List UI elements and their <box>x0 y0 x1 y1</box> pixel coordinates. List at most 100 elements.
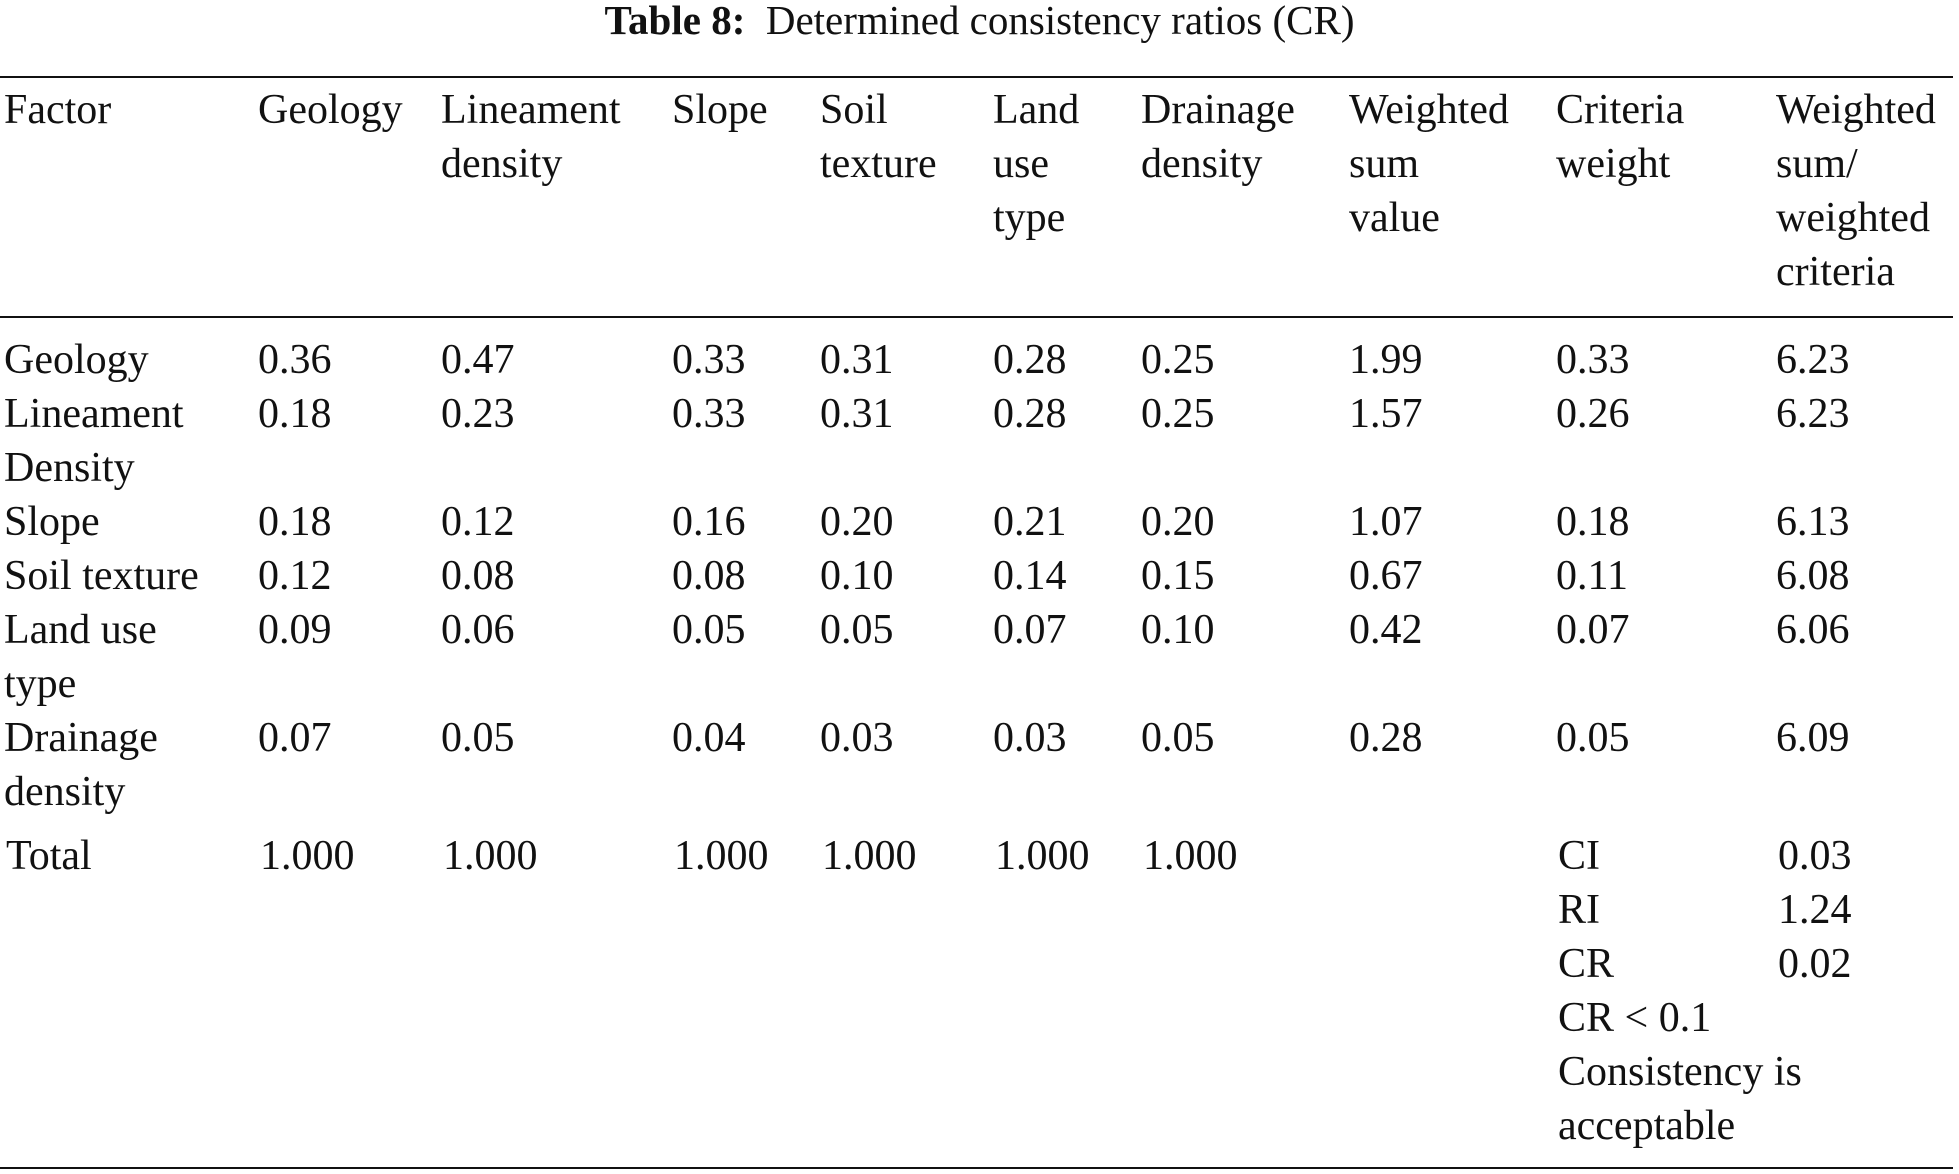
table-cell: 0.09 <box>258 607 332 653</box>
row-factor-label: density <box>4 769 126 815</box>
table-cell: 0.36 <box>258 337 332 383</box>
table-cell: 0.18 <box>258 499 332 545</box>
column-header: Lineament <box>441 87 621 133</box>
table-cell: 0.11 <box>1556 553 1628 599</box>
column-header: Drainage <box>1141 87 1295 133</box>
table-cell: 0.05 <box>820 607 894 653</box>
table-cell: 0.05 <box>441 715 515 761</box>
table-cell: 0.07 <box>993 607 1067 653</box>
table-caption-label: Table 8: <box>604 0 746 43</box>
table-cell: 0.26 <box>1556 391 1630 437</box>
column-header: type <box>993 195 1066 241</box>
total-value: 1.000 <box>260 833 355 879</box>
column-header: Geology <box>258 87 403 133</box>
row-factor-label: Soil texture <box>4 553 199 599</box>
table-header-rule <box>0 316 1953 318</box>
table-cell: 0.28 <box>993 337 1067 383</box>
table-cell: 0.25 <box>1141 337 1215 383</box>
table-cell: 0.08 <box>441 553 515 599</box>
column-header: sum/ <box>1776 141 1858 187</box>
table-caption: Table 8: Determined consistency ratios (… <box>0 0 1959 42</box>
table-cell: 0.07 <box>1556 607 1630 653</box>
table-cell: 1.07 <box>1349 499 1423 545</box>
summary-value: 0.02 <box>1778 941 1852 987</box>
column-header: density <box>1141 141 1263 187</box>
row-factor-label: Slope <box>4 499 100 545</box>
table-cell: 0.15 <box>1141 553 1215 599</box>
table-cell: 0.03 <box>993 715 1067 761</box>
total-value: 1.000 <box>822 833 917 879</box>
summary-label: RI <box>1558 887 1600 933</box>
table-cell: 0.31 <box>820 337 894 383</box>
table-cell: 0.25 <box>1141 391 1215 437</box>
column-header: Slope <box>672 87 768 133</box>
column-header: weight <box>1556 141 1671 187</box>
table-cell: 0.04 <box>672 715 746 761</box>
table-cell: 0.05 <box>1556 715 1630 761</box>
table-cell: 0.06 <box>441 607 515 653</box>
table-cell: 0.18 <box>258 391 332 437</box>
row-factor-label: Land use <box>4 607 157 653</box>
total-value: 1.000 <box>995 833 1090 879</box>
column-header: Factor <box>4 87 112 133</box>
table-cell: 0.12 <box>258 553 332 599</box>
summary-label: CI <box>1558 833 1600 879</box>
table-bottom-rule <box>0 1167 1953 1169</box>
consistency-conclusion: Consistency is <box>1558 1049 1802 1095</box>
row-factor-label: Density <box>4 445 135 491</box>
table-cell: 0.67 <box>1349 553 1423 599</box>
table-cell: 0.20 <box>1141 499 1215 545</box>
total-value: 1.000 <box>1143 833 1238 879</box>
table-cell: 0.31 <box>820 391 894 437</box>
table-cell: 0.08 <box>672 553 746 599</box>
row-factor-label: Drainage <box>4 715 158 761</box>
row-factor-label: type <box>4 661 77 707</box>
table-cell: 6.13 <box>1776 499 1850 545</box>
column-header: Weighted <box>1776 87 1936 133</box>
summary-value: 1.24 <box>1778 887 1852 933</box>
table-cell: 6.23 <box>1776 391 1850 437</box>
table-cell: 0.21 <box>993 499 1067 545</box>
table-cell: 1.99 <box>1349 337 1423 383</box>
column-header: value <box>1349 195 1440 241</box>
row-factor-label: Lineament <box>4 391 184 437</box>
column-header: use <box>993 141 1049 187</box>
table-cell: 0.16 <box>672 499 746 545</box>
table-cell: 0.23 <box>441 391 515 437</box>
column-header: density <box>441 141 563 187</box>
table-cell: 0.14 <box>993 553 1067 599</box>
table-cell: 0.20 <box>820 499 894 545</box>
column-header: Criteria <box>1556 87 1685 133</box>
table-cell: 0.07 <box>258 715 332 761</box>
table-cell: 0.28 <box>1349 715 1423 761</box>
row-factor-label: Geology <box>4 337 149 383</box>
table-cell: 0.33 <box>1556 337 1630 383</box>
table-cell: 6.23 <box>1776 337 1850 383</box>
table-cell: 0.18 <box>1556 499 1630 545</box>
table-cell: 0.05 <box>672 607 746 653</box>
table-cell: 0.33 <box>672 391 746 437</box>
table-cell: 0.10 <box>1141 607 1215 653</box>
table-cell: 6.06 <box>1776 607 1850 653</box>
total-value: 1.000 <box>674 833 769 879</box>
table-cell: 6.09 <box>1776 715 1850 761</box>
table-cell: 1.57 <box>1349 391 1423 437</box>
table-cell: 6.08 <box>1776 553 1850 599</box>
table-cell: 0.33 <box>672 337 746 383</box>
table-cell: 0.03 <box>820 715 894 761</box>
table-cell: 0.10 <box>820 553 894 599</box>
table-cell: 0.28 <box>993 391 1067 437</box>
column-header: texture <box>820 141 937 187</box>
consistency-conclusion: CR < 0.1 <box>1558 995 1712 1041</box>
total-label: Total <box>6 833 92 879</box>
column-header: criteria <box>1776 249 1895 295</box>
column-header: Land <box>993 87 1080 133</box>
column-header: weighted <box>1776 195 1930 241</box>
table-top-rule <box>0 76 1953 78</box>
table-cell: 0.47 <box>441 337 515 383</box>
column-header: Weighted <box>1349 87 1509 133</box>
total-value: 1.000 <box>443 833 538 879</box>
column-header: Soil <box>820 87 888 133</box>
summary-label: CR <box>1558 941 1615 987</box>
table-cell: 0.42 <box>1349 607 1423 653</box>
